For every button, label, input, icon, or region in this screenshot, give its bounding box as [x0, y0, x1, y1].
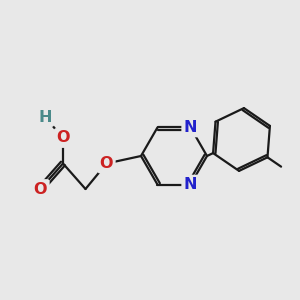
Text: O: O: [56, 130, 70, 146]
Text: O: O: [34, 182, 47, 196]
Text: O: O: [100, 156, 113, 171]
Text: N: N: [184, 120, 197, 135]
Text: H: H: [38, 110, 52, 124]
Text: N: N: [184, 177, 197, 192]
